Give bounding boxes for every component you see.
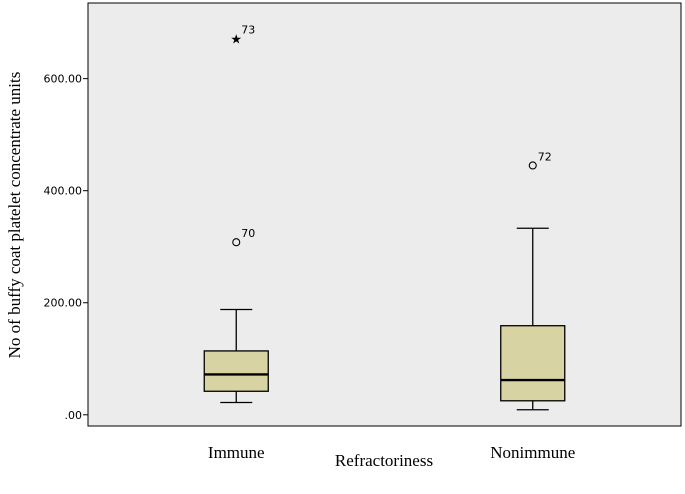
boxes: 70 ★73 72	[203, 23, 566, 411]
iqr-box	[500, 325, 566, 402]
outlier-marker	[528, 161, 537, 170]
outlier-label: 73	[241, 23, 255, 36]
outlier-label: 72	[538, 150, 552, 163]
iqr-box	[203, 350, 269, 392]
box-group: 70 ★73	[203, 23, 269, 404]
x-axis-title: Refractoriness	[335, 451, 433, 470]
y-tick-label: 400.00	[44, 185, 83, 198]
x-category-label: Nonimmune	[490, 443, 575, 462]
x-axis-labels: Immune Nonimmune	[208, 443, 575, 462]
box-group: 72	[500, 150, 566, 411]
y-axis: .00 200.00 400.00 600.00	[44, 73, 88, 422]
y-axis-title: No of buffy coat platelet concentrate un…	[5, 72, 24, 359]
plot-area	[87, 2, 682, 427]
y-tick-label: .00	[65, 409, 83, 422]
outlier-label: 70	[241, 227, 255, 240]
extreme-outlier-marker: ★	[230, 32, 242, 47]
y-tick-label: 200.00	[44, 297, 83, 310]
y-tick-label: 600.00	[44, 73, 83, 86]
outlier-marker	[232, 238, 241, 247]
x-category-label: Immune	[208, 443, 265, 462]
